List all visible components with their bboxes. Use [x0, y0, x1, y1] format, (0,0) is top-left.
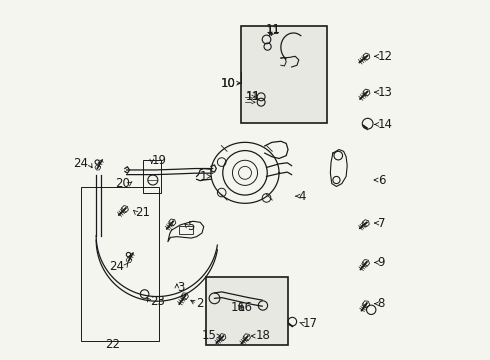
Polygon shape [363, 260, 369, 266]
Text: 18: 18 [256, 329, 270, 342]
Bar [179, 226, 193, 234]
Text: 19: 19 [152, 154, 167, 167]
Text: 20: 20 [115, 177, 129, 190]
Text: 5: 5 [188, 220, 195, 233]
Text: 11: 11 [267, 26, 280, 36]
Text: 12: 12 [378, 50, 392, 63]
Text: 1: 1 [200, 170, 207, 183]
Text: 11: 11 [266, 23, 280, 36]
Text: 16: 16 [230, 301, 245, 314]
Text: 11: 11 [245, 92, 259, 102]
Text: 11: 11 [245, 90, 261, 103]
Text: 4: 4 [299, 190, 306, 203]
Polygon shape [363, 220, 369, 227]
Polygon shape [181, 293, 189, 300]
Bar [242, 26, 327, 123]
Polygon shape [363, 301, 369, 307]
Text: 8: 8 [378, 297, 385, 310]
Text: 23: 23 [150, 296, 165, 309]
Polygon shape [363, 89, 370, 96]
Text: 15: 15 [201, 329, 216, 342]
Polygon shape [363, 53, 370, 60]
Text: 9: 9 [378, 256, 385, 269]
Bar [143, 160, 161, 193]
Text: 7: 7 [378, 216, 385, 230]
Text: 2: 2 [196, 297, 204, 310]
Text: 24: 24 [73, 157, 88, 170]
Text: 10: 10 [221, 77, 236, 90]
Bar [81, 187, 159, 341]
Text: 24: 24 [109, 260, 124, 273]
Bar [205, 277, 288, 345]
Text: 13: 13 [378, 86, 392, 99]
Polygon shape [126, 258, 132, 262]
Text: 16: 16 [238, 301, 253, 314]
Text: 10: 10 [221, 77, 236, 90]
Text: 14: 14 [378, 118, 392, 131]
Polygon shape [122, 206, 128, 212]
Polygon shape [244, 334, 250, 341]
Polygon shape [219, 334, 226, 341]
Text: 21: 21 [136, 206, 150, 219]
Text: 17: 17 [302, 317, 318, 330]
Polygon shape [95, 165, 101, 170]
Polygon shape [169, 219, 176, 226]
Text: 3: 3 [177, 281, 184, 294]
Text: 22: 22 [105, 338, 120, 351]
Text: 6: 6 [378, 174, 385, 186]
